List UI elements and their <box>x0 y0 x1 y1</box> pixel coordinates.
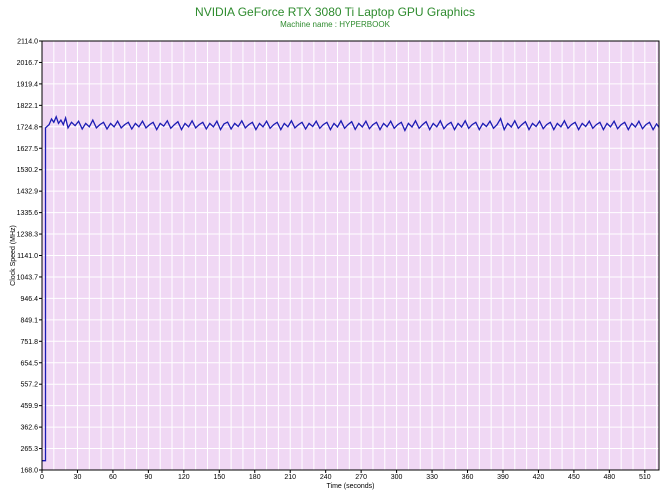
y-axis-label: Clock Speed (MHz) <box>10 225 17 286</box>
y-tick-label: 168.0 <box>20 468 38 475</box>
x-tick-label: 60 <box>109 474 117 481</box>
x-tick-label: 510 <box>639 474 651 481</box>
chart-title: NVIDIA GeForce RTX 3080 Ti Laptop GPU Gr… <box>195 5 475 19</box>
x-tick-label: 360 <box>462 474 474 481</box>
y-tick-label: 946.4 <box>20 296 38 303</box>
plot-border <box>41 40 660 471</box>
x-axis-label: Time (seconds) <box>327 483 375 490</box>
y-tick-label: 1822.1 <box>17 103 39 110</box>
x-tick-label: 30 <box>74 474 82 481</box>
y-tick-label: 751.8 <box>20 339 38 346</box>
x-tick-label: 240 <box>320 474 332 481</box>
x-tick-label: 120 <box>178 474 190 481</box>
y-tick-label: 265.3 <box>20 446 38 453</box>
y-tick-label: 2016.7 <box>17 60 39 67</box>
y-tick-label: 1919.4 <box>17 81 39 88</box>
y-axis-ticks: 2114.0 2016.7 1919.4 1822.1 1724.8 1627.5 1530… <box>17 39 42 475</box>
y-tick-label: 557.2 <box>20 382 38 389</box>
y-tick-label: 362.6 <box>20 425 38 432</box>
y-tick-label: 2114.0 <box>17 39 38 46</box>
y-tick-label: 849.1 <box>20 317 38 324</box>
x-tick-label: 420 <box>533 474 545 481</box>
y-tick-label: 1432.9 <box>17 189 39 196</box>
x-tick-label: 180 <box>249 474 261 481</box>
x-axis-ticks: 0 30 60 90 120 150 180 210 240 270 300 330 360 390 420… <box>40 470 651 481</box>
x-tick-label: 330 <box>426 474 438 481</box>
x-tick-label: 0 <box>40 474 44 481</box>
y-tick-label: 1335.6 <box>17 210 39 217</box>
x-tick-label: 270 <box>355 474 367 481</box>
y-tick-label: 1530.2 <box>17 167 39 174</box>
y-tick-label: 1043.7 <box>17 274 39 281</box>
y-tick-label: 654.5 <box>20 360 38 367</box>
series-line <box>42 115 660 462</box>
x-tick-label: 210 <box>284 474 296 481</box>
x-tick-label: 480 <box>604 474 616 481</box>
x-tick-label: 450 <box>568 474 580 481</box>
y-tick-label: 1627.5 <box>17 146 39 153</box>
x-tick-label: 150 <box>213 474 225 481</box>
y-tick-label: 1724.8 <box>17 124 39 131</box>
y-tick-label: 459.9 <box>20 403 38 410</box>
chart-subtitle: Machine name : HYPERBOOK <box>280 20 390 29</box>
x-tick-label: 300 <box>391 474 403 481</box>
y-tick-label: 1141.0 <box>17 253 38 260</box>
x-tick-label: 90 <box>144 474 152 481</box>
gridlines <box>41 40 659 471</box>
y-tick-label: 1238.3 <box>17 232 39 239</box>
x-tick-label: 390 <box>497 474 509 481</box>
